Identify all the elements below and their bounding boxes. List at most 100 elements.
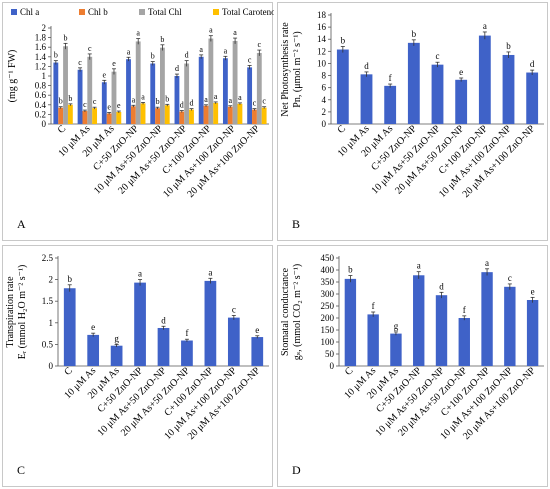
bar bbox=[227, 106, 233, 124]
y-tick-label: 12 bbox=[317, 46, 326, 56]
significance-letter: b bbox=[506, 41, 511, 51]
chart-svg-b: 0 2 4 6 8 10 12 14 16 18 Net Photosynthesis rate Pn… bbox=[280, 10, 544, 231]
y-tick-label: 2 bbox=[322, 107, 327, 117]
bar bbox=[232, 40, 238, 124]
significance-letter: d bbox=[364, 61, 369, 71]
y-tick-label: 0.2 bbox=[35, 109, 46, 119]
bar bbox=[252, 109, 257, 124]
bar bbox=[116, 112, 122, 124]
bar bbox=[157, 327, 170, 366]
y-tick-label: 400 bbox=[321, 265, 335, 275]
significance-letter: e bbox=[459, 67, 463, 77]
significance-letter: d bbox=[189, 99, 193, 108]
panel-c-transpiration-chart: 0 0.5 1 1.5 2 2.5 Transpiration rate Eᵣ (mmol H… bbox=[2, 245, 273, 487]
significance-letter: e bbox=[255, 325, 259, 335]
significance-letter: d bbox=[161, 315, 166, 325]
bar bbox=[478, 35, 491, 124]
bar bbox=[407, 42, 420, 124]
significance-letter: a bbox=[224, 46, 228, 55]
y-axis-label-line2: gₛ, (mmol CO₂ m⁻² s⁻¹) bbox=[292, 264, 303, 360]
bar bbox=[179, 111, 185, 124]
legend-label: Chl b bbox=[88, 7, 108, 17]
bar bbox=[261, 107, 267, 124]
significance-letter: e bbox=[107, 102, 111, 111]
bar bbox=[458, 318, 470, 366]
panel-letter: B bbox=[292, 217, 300, 231]
y-tick-label: 1.6 bbox=[35, 42, 47, 52]
significance-letter: b bbox=[412, 29, 417, 39]
bar bbox=[106, 113, 112, 124]
significance-letter: a bbox=[233, 28, 237, 37]
bar bbox=[526, 300, 539, 366]
panel-letter: A bbox=[17, 217, 26, 231]
y-tick-label: 18 bbox=[317, 10, 327, 20]
significance-letter: d bbox=[185, 51, 189, 60]
significance-letter: b bbox=[156, 97, 160, 106]
significance-letter: a bbox=[228, 96, 232, 105]
significance-letter: b bbox=[348, 265, 353, 275]
significance-letter: e bbox=[103, 70, 107, 79]
significance-letter: f bbox=[372, 301, 375, 311]
bar bbox=[53, 62, 59, 124]
y-tick-label: 0 bbox=[42, 119, 47, 129]
significance-letter: c bbox=[83, 100, 87, 109]
y-tick-label: 0 bbox=[49, 361, 54, 371]
bar bbox=[384, 85, 397, 124]
significance-letter: d bbox=[175, 64, 179, 73]
bar bbox=[198, 56, 204, 124]
y-axis-label: (mg g⁻¹ FW) bbox=[7, 50, 18, 103]
significance-letter: a bbox=[238, 93, 242, 102]
significance-letter: a bbox=[127, 47, 131, 56]
bar bbox=[502, 54, 515, 124]
y-tick-label: 0 bbox=[322, 119, 327, 129]
bar bbox=[101, 82, 107, 124]
significance-letter: e bbox=[91, 322, 95, 332]
significance-letter: g bbox=[394, 321, 399, 331]
significance-letter: c bbox=[232, 304, 236, 314]
significance-letter: b bbox=[151, 52, 155, 61]
significance-letter: c bbox=[508, 273, 512, 283]
panel-letter: D bbox=[292, 463, 301, 477]
chart-svg-c: 0 0.5 1 1.5 2 2.5 Transpiration rate Eᵣ (mmol H… bbox=[5, 253, 269, 477]
significance-letter: d bbox=[439, 281, 444, 291]
panel-b-photosynthesis-chart: 0 2 4 6 8 10 12 14 16 18 Net Photosynthesis rate Pn… bbox=[277, 2, 548, 241]
y-tick-label: 1.2 bbox=[35, 61, 46, 71]
y-tick-label: 16 bbox=[317, 22, 327, 32]
legend-swatch bbox=[11, 9, 17, 15]
bar bbox=[435, 295, 448, 366]
y-tick-label: 0.4 bbox=[35, 100, 47, 110]
significance-letter: c bbox=[248, 55, 252, 64]
panel-letter: C bbox=[17, 463, 25, 477]
y-tick-label: 150 bbox=[321, 325, 335, 335]
y-tick-label: 50 bbox=[325, 349, 335, 359]
y-tick-label: 4 bbox=[322, 95, 327, 105]
significance-letter: a bbox=[214, 92, 218, 101]
bar bbox=[63, 46, 68, 124]
y-tick-label: 1.8 bbox=[35, 33, 47, 43]
y-tick-label: 1.5 bbox=[42, 296, 54, 306]
bar bbox=[227, 317, 240, 366]
y-tick-label: 0.6 bbox=[35, 90, 47, 100]
significance-letter: a bbox=[138, 269, 142, 279]
bar bbox=[135, 41, 141, 124]
bar bbox=[181, 340, 193, 366]
significance-letter: a bbox=[199, 45, 203, 54]
significance-letter: a bbox=[136, 29, 140, 38]
chart-svg-d: 0 50 100 150 200 250 300 350 400 450 Stomatal cond… bbox=[280, 253, 544, 477]
y-tick-label: 10 bbox=[317, 58, 327, 68]
significance-letter: c bbox=[88, 44, 92, 53]
bar bbox=[526, 72, 539, 124]
significance-letter: b bbox=[67, 274, 72, 284]
significance-letter: f bbox=[389, 73, 392, 83]
significance-letter: c bbox=[262, 97, 266, 106]
bar bbox=[204, 280, 217, 366]
significance-letter: f bbox=[185, 328, 188, 338]
bar bbox=[504, 286, 516, 366]
y-tick-label: 0.5 bbox=[42, 339, 54, 349]
significance-letter: a bbox=[417, 261, 421, 271]
y-tick-label: 14 bbox=[317, 34, 327, 44]
significance-letter: e bbox=[117, 101, 121, 110]
legend-swatch bbox=[79, 9, 85, 15]
y-tick-label: 450 bbox=[321, 253, 335, 263]
y-axis-label-line1: Transpiration rate bbox=[5, 276, 16, 348]
